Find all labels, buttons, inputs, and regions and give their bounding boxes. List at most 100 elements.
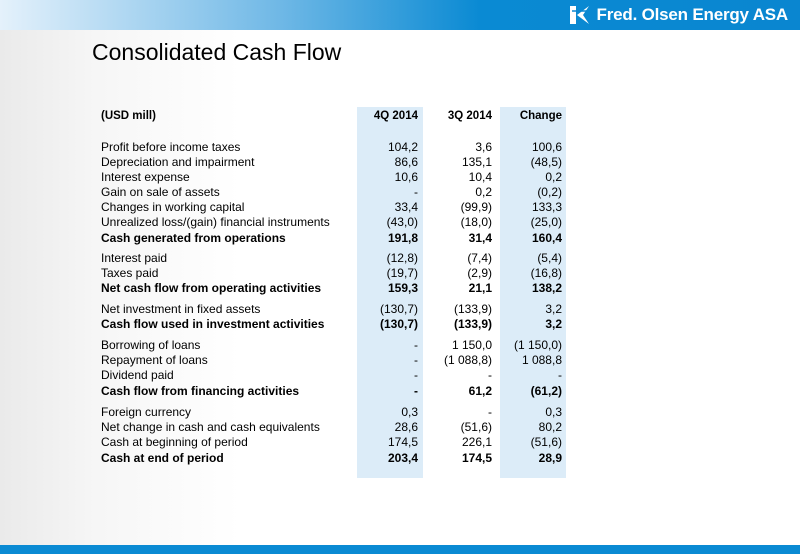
value-change: (25,0): [530, 215, 562, 229]
table-row: Cash at beginning of period 174,5 226,1 (51…: [0, 435, 800, 450]
highlight-column-change: [500, 107, 566, 478]
value-change: 138,2: [531, 281, 562, 295]
value-change: 0,3: [545, 405, 562, 419]
value-change: 3,2: [545, 302, 562, 316]
footer-bar: [0, 545, 800, 554]
row-label: Repayment of loans: [101, 353, 208, 367]
value-change: 28,9: [538, 451, 562, 465]
highlight-column-4q2014: [357, 107, 423, 478]
table-header-row: (USD mill) 4Q 2014 3Q 2014 Change: [0, 109, 800, 124]
value-4q2014: 28,6: [394, 420, 418, 434]
value-change: 3,2: [545, 317, 562, 331]
page-title: Consolidated Cash Flow: [92, 39, 342, 65]
table-row: Taxes paid (19,7) (2,9) (16,8): [0, 266, 800, 281]
value-change: 1 088,8: [521, 353, 562, 367]
value-4q2014: -: [414, 338, 418, 352]
value-change: 0,2: [545, 170, 562, 184]
logo-text: Fred. Olsen Energy ASA: [596, 5, 789, 24]
table-row: Profit before income taxes 104,2 3,6 100,6: [0, 140, 800, 155]
value-4q2014: 10,6: [394, 170, 418, 184]
value-3q2014: 10,4: [468, 170, 492, 184]
company-logo: Fred. Olsen Energy ASA: [569, 3, 788, 27]
row-label: Taxes paid: [101, 266, 159, 280]
row-label: Cash flow from financing activities: [101, 384, 300, 398]
value-3q2014: (1 088,8): [443, 353, 492, 367]
table-row: Interest paid (12,8) (7,4) (5,4): [0, 251, 800, 266]
row-label: Foreign currency: [101, 405, 192, 419]
value-3q2014: (133,9): [453, 302, 492, 316]
value-3q2014: 226,1: [461, 435, 492, 449]
value-4q2014: (12,8): [386, 251, 418, 265]
value-3q2014: 3,6: [475, 140, 492, 154]
value-3q2014: 1 150,0: [451, 338, 492, 352]
table-row: Unrealized loss/(gain) financial instrum…: [0, 215, 800, 230]
row-label: Cash flow used in investment activities: [101, 317, 325, 331]
table-row: Dividend paid - - -: [0, 368, 800, 383]
row-label: Interest expense: [101, 170, 190, 184]
table-row: Changes in working capital 33,4 (99,9) 133,…: [0, 200, 800, 215]
table-row: Foreign currency 0,3 - 0,3: [0, 405, 800, 420]
value-4q2014: -: [414, 353, 418, 367]
column-header-3q2014: 3Q 2014: [447, 110, 492, 122]
value-3q2014: (18,0): [460, 215, 492, 229]
value-3q2014: (7,4): [467, 251, 492, 265]
row-label: Cash generated from operations: [101, 231, 286, 245]
table-row: Depreciation and impairment 86,6 135,1 (48,…: [0, 155, 800, 170]
table-row: Interest expense 10,6 10,4 0,2: [0, 170, 800, 185]
value-3q2014: -: [488, 368, 492, 382]
row-label: Net cash flow from operating activities: [101, 281, 322, 295]
value-change: -: [558, 368, 562, 382]
value-4q2014: 174,5: [387, 435, 418, 449]
row-label: Profit before income taxes: [101, 140, 241, 154]
table-row: Repayment of loans - (1 088,8) 1 088,8: [0, 353, 800, 368]
value-change: 133,3: [531, 200, 562, 214]
header-bar: Fred. Olsen Energy ASA: [0, 0, 800, 30]
column-header-4q2014: 4Q 2014: [373, 110, 418, 122]
value-4q2014: (130,7): [379, 302, 418, 316]
value-4q2014: (19,7): [386, 266, 418, 280]
value-3q2014: (133,9): [453, 317, 492, 331]
value-4q2014: 159,3: [387, 281, 418, 295]
table-row: Net investment in fixed assets (130,7) (13…: [0, 302, 800, 317]
value-4q2014: 104,2: [387, 140, 418, 154]
value-3q2014: 0,2: [475, 185, 492, 199]
row-label: Borrowing of loans: [101, 338, 201, 352]
table-row: Gain on sale of assets - 0,2 (0,2): [0, 185, 800, 200]
row-label: Gain on sale of assets: [101, 185, 220, 199]
value-change: 100,6: [531, 140, 562, 154]
value-3q2014: 21,1: [468, 281, 492, 295]
row-label: Cash at beginning of period: [101, 435, 248, 449]
row-label: Cash at end of period: [101, 451, 224, 465]
value-3q2014: (99,9): [460, 200, 492, 214]
row-label: Net change in cash and cash equivalents: [101, 420, 320, 434]
value-4q2014: 86,6: [394, 155, 418, 169]
value-3q2014: 174,5: [461, 451, 492, 465]
table-subtotal-row: Cash flow from financing activities - 61,2…: [0, 384, 800, 399]
value-3q2014: (2,9): [467, 266, 492, 280]
unit-label: (USD mill): [101, 110, 156, 122]
value-change: (0,2): [537, 185, 562, 199]
value-4q2014: 0,3: [401, 405, 418, 419]
table-subtotal-row: Cash at end of period 203,4 174,5 28,9: [0, 451, 800, 466]
value-4q2014: 33,4: [394, 200, 418, 214]
value-3q2014: -: [488, 405, 492, 419]
row-label: Interest paid: [101, 251, 168, 265]
row-label: Unrealized loss/(gain) financial instrum…: [101, 215, 330, 229]
value-change: (48,5): [530, 155, 562, 169]
value-change: (51,6): [530, 435, 562, 449]
value-change: (16,8): [530, 266, 562, 280]
value-4q2014: (130,7): [379, 317, 418, 331]
value-change: 80,2: [538, 420, 562, 434]
value-4q2014: 203,4: [387, 451, 418, 465]
value-4q2014: (43,0): [386, 215, 418, 229]
table-row: Borrowing of loans - 1 150,0 (1 150,0): [0, 338, 800, 353]
value-4q2014: -: [414, 185, 418, 199]
row-label: Depreciation and impairment: [101, 155, 255, 169]
value-4q2014: -: [414, 384, 418, 398]
fred-olsen-logo-icon: [569, 6, 589, 24]
value-change: (5,4): [537, 251, 562, 265]
value-3q2014: (51,6): [460, 420, 492, 434]
row-label: Changes in working capital: [101, 200, 245, 214]
value-3q2014: 135,1: [461, 155, 492, 169]
row-label: Net investment in fixed assets: [101, 302, 261, 316]
